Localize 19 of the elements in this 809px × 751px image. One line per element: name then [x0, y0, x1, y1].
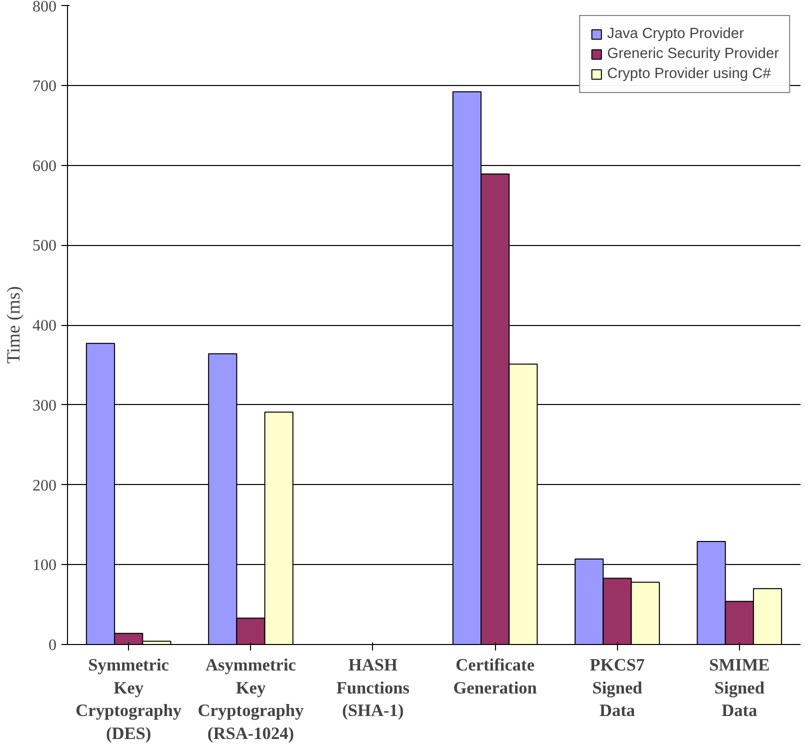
x-tick-label: SMIME Signed Data — [709, 656, 770, 720]
x-tick-label: Certificate Generation — [453, 656, 538, 698]
legend-label: Greneric Security Provider — [607, 46, 779, 62]
x-tick-label: HASH Functions (SHA-1) — [336, 656, 410, 720]
x-tick-label: Symmetric Key Cryptography (DES) — [76, 656, 182, 743]
y-tick-label: 200 — [32, 477, 56, 494]
y-tick-label: 800 — [32, 0, 56, 16]
y-tick-label: 300 — [32, 397, 56, 414]
y-tick-label: 400 — [32, 318, 56, 334]
legend-label: Java Crypto Provider — [607, 26, 744, 42]
y-axis-title: Time (ms) — [4, 286, 24, 364]
y-tick-label: 500 — [32, 238, 56, 255]
x-tick-label: Asymmetric Key Cryptography (RSA-1024) — [198, 656, 304, 743]
y-tick-label: 100 — [32, 557, 56, 574]
y-tick-label: 0 — [48, 637, 56, 654]
y-tick-label: 600 — [32, 158, 56, 175]
y-tick-label: 700 — [32, 78, 56, 95]
legend-label: Crypto Provider using C# — [607, 66, 771, 82]
x-tick-label: PKCS7 Signed Data — [590, 656, 646, 720]
